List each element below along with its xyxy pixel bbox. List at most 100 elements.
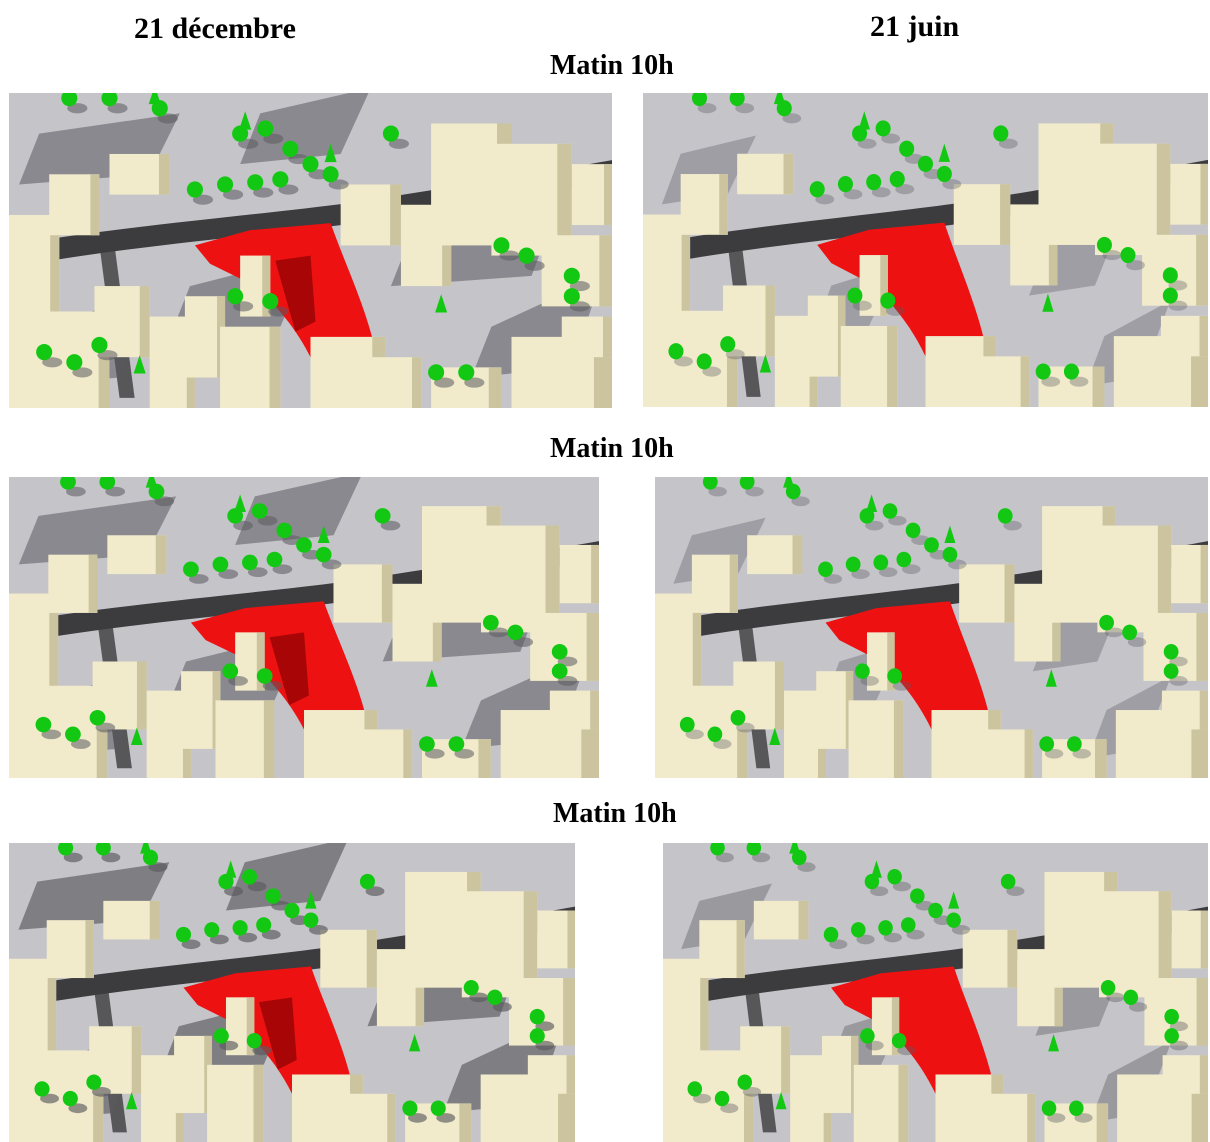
building-side [85, 920, 94, 979]
tree-shadow [742, 1087, 762, 1097]
conifer-tree [759, 354, 772, 373]
tree [66, 354, 83, 371]
building-side [415, 949, 425, 1027]
conifer-tree [938, 143, 950, 162]
conifer-tree [783, 477, 795, 488]
tree-shadow [63, 852, 83, 863]
tree [1069, 1100, 1084, 1116]
tree-shadow [998, 138, 1018, 149]
tree [847, 287, 863, 304]
tree [910, 888, 925, 904]
tree [242, 869, 258, 885]
tree-shadow [708, 486, 727, 497]
tree [213, 1028, 229, 1044]
tree [866, 174, 882, 191]
building-side [381, 564, 393, 623]
tree-shadow [154, 496, 175, 507]
tree [900, 917, 916, 933]
tree-shadow [388, 138, 409, 149]
building-side [557, 143, 572, 256]
tree [1035, 363, 1051, 380]
tree-shadow [67, 103, 88, 114]
tree [785, 483, 801, 500]
building-side [765, 285, 775, 357]
building-side [1196, 978, 1208, 1046]
tree-shadow [40, 1093, 59, 1104]
tree-shadow [1168, 280, 1188, 291]
building-side [1052, 583, 1061, 662]
tree-shadow [1169, 676, 1188, 686]
tree [101, 93, 118, 107]
tree-shadow [1128, 1002, 1148, 1012]
tree-shadow [253, 187, 274, 198]
building-side [263, 700, 275, 778]
tree [720, 336, 736, 353]
building-side [1200, 910, 1208, 969]
tree-shadow [257, 515, 278, 526]
tree [837, 176, 853, 193]
tree-shadow [278, 184, 299, 195]
shadow [240, 93, 369, 165]
tree-shadow [865, 1040, 884, 1051]
tree-shadow [897, 1045, 916, 1056]
tree-shadow [852, 300, 872, 311]
tree [737, 1074, 753, 1090]
tree-shadow [752, 852, 771, 863]
building-side [1007, 929, 1018, 988]
tree [322, 166, 339, 183]
conifer-tree [858, 111, 870, 130]
tree-shadow [906, 929, 925, 940]
conifer-tree [234, 494, 246, 512]
tree-shadow [105, 486, 126, 497]
conifer-tree [133, 355, 146, 374]
building-side [1027, 1093, 1036, 1142]
tree [1163, 644, 1179, 660]
tree-shadow [569, 280, 590, 292]
tree [891, 1033, 907, 1049]
tree [889, 170, 905, 188]
tree [551, 663, 568, 679]
tree [851, 922, 866, 938]
tree [691, 93, 708, 107]
tree [266, 551, 283, 568]
tree [887, 668, 903, 684]
tree-shadow [1041, 376, 1061, 387]
tree-shadow [380, 520, 401, 531]
building-side [387, 1093, 396, 1142]
tree [518, 247, 535, 264]
tree-shadow [782, 113, 802, 124]
tree [776, 100, 792, 117]
tree-shadow [157, 113, 178, 124]
tree [1096, 236, 1112, 254]
tree [227, 288, 244, 305]
conifer-tree [148, 93, 161, 105]
highlighted-plot [817, 222, 987, 357]
building-side [1000, 184, 1011, 245]
tree [265, 888, 281, 904]
tree [1100, 979, 1116, 996]
row-label-3: Matin 10h [553, 798, 677, 829]
tree [859, 508, 875, 524]
tree-shadow [1006, 886, 1025, 897]
tree-shadow [188, 574, 209, 584]
building-side [726, 310, 738, 407]
tree [714, 1090, 730, 1107]
building-side [136, 661, 147, 730]
tree-shadow [856, 934, 875, 945]
tree-shadow [948, 559, 967, 570]
tree-shadow [218, 569, 239, 579]
tree-shadow [434, 377, 455, 388]
building-side [736, 920, 745, 979]
tree-shadow [892, 680, 912, 691]
tree-shadow [829, 939, 848, 950]
tree-shadow [499, 250, 520, 261]
building-side [744, 1050, 754, 1142]
tree [315, 546, 332, 563]
building-side [880, 255, 888, 316]
tree-shadow [513, 637, 534, 647]
tree-shadow [92, 1087, 111, 1097]
plot-shadow [258, 997, 297, 1070]
building-side [1156, 143, 1171, 256]
tree-shadow [192, 194, 214, 205]
tree [1099, 614, 1114, 631]
